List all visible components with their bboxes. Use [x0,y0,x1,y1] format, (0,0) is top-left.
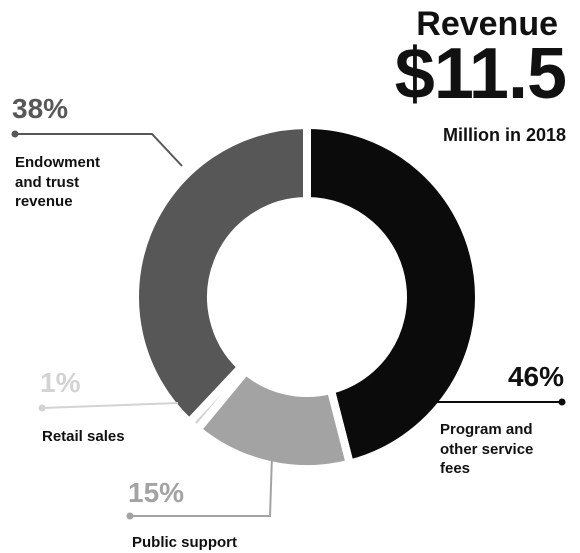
leader-line [15,133,183,167]
category-label: Program and other service fees [440,421,534,477]
leader-dot [126,512,134,520]
title: Revenue [416,5,558,43]
leader-dot [38,404,46,412]
donut-slice [303,120,483,469]
value-label: 1% [40,367,81,398]
value-label: 15% [128,477,185,508]
leader-line [130,454,273,517]
category-label: Public support [132,534,237,551]
total-amount: $11.5 [394,34,567,114]
value-label: 38% [12,93,69,124]
leader-dot [558,398,566,406]
category-label: Endowment and trust revenue [15,154,100,210]
leader-line [41,402,179,409]
donut-slice [131,120,311,429]
leader-dot [11,130,19,138]
category-label: Retail sales [42,428,125,445]
caption: Million in 2018 [442,125,566,145]
value-label: 46% [507,361,564,392]
